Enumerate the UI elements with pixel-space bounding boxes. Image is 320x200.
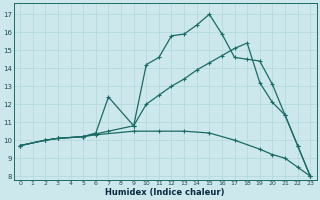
- X-axis label: Humidex (Indice chaleur): Humidex (Indice chaleur): [106, 188, 225, 197]
